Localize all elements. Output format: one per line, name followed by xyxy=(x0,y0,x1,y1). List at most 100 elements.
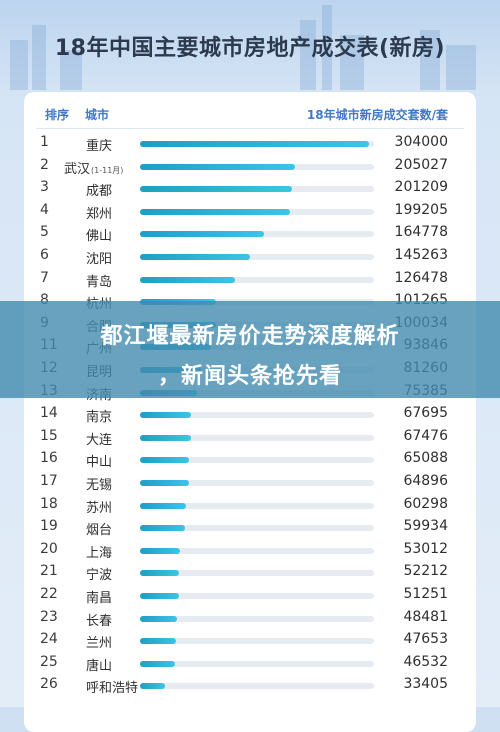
city-label: 长春 xyxy=(86,610,112,629)
value-label: 126478 xyxy=(394,269,448,286)
city-label: 武汉(1-11月) xyxy=(64,158,123,177)
value-label: 201209 xyxy=(394,179,448,196)
city-label: 佛山 xyxy=(86,225,112,244)
rank-label: 16 xyxy=(40,450,58,467)
city-label: 青岛 xyxy=(86,271,112,290)
chart-title: 18年中国主要城市房地产成交表(新房) xyxy=(54,36,446,61)
value-label: 48481 xyxy=(403,608,448,625)
value-label: 205027 xyxy=(394,156,448,173)
bar-track xyxy=(140,254,374,260)
bar xyxy=(140,208,291,215)
table-row: 25 唐山 46532 xyxy=(0,653,500,675)
value-label: 51251 xyxy=(403,586,448,602)
city-name: 郑州 xyxy=(86,206,113,222)
rank-label: 14 xyxy=(40,405,58,422)
table-row: 17 无锡 64896 xyxy=(0,472,500,494)
rank-label: 6 xyxy=(40,247,49,263)
value-label: 145263 xyxy=(394,247,448,263)
bar-track xyxy=(140,570,374,577)
value-label: 53012 xyxy=(403,540,448,557)
bar xyxy=(140,276,236,283)
table-row: 23 长春 48481 xyxy=(0,608,500,630)
bar-track xyxy=(140,480,374,486)
city-label: 苏州 xyxy=(86,497,112,516)
headline-line-2: ，新闻头条抢先看 xyxy=(157,364,342,389)
table-row: 21 宁波 52212 xyxy=(0,562,500,584)
bar-track xyxy=(140,660,374,667)
table-row: 5 佛山 164778 xyxy=(0,223,500,245)
rank-label: 22 xyxy=(40,586,58,602)
table-row: 1 重庆 304000 xyxy=(0,133,500,155)
rank-label: 4 xyxy=(40,201,49,218)
city-name: 大连 xyxy=(86,432,113,448)
rank-label: 23 xyxy=(40,608,58,625)
rank-label: 15 xyxy=(40,427,58,444)
table-row: 20 上海 53012 xyxy=(0,540,500,562)
bar-track xyxy=(140,141,374,147)
table-row: 6 沈阳 145263 xyxy=(0,246,500,268)
city-label: 呼和浩特 xyxy=(86,677,138,696)
city-label: 中山 xyxy=(86,451,112,470)
bar xyxy=(140,570,180,577)
city-name: 沈阳 xyxy=(86,252,113,267)
city-label: 宁波 xyxy=(86,564,112,583)
value-label: 304000 xyxy=(394,134,448,150)
table-row: 4 郑州 199205 xyxy=(0,201,500,223)
city-label: 南京 xyxy=(86,406,112,425)
city-name: 呼和浩特 xyxy=(86,681,139,697)
city-name: 无锡 xyxy=(86,478,113,493)
rank-label: 24 xyxy=(40,631,58,648)
header-divider xyxy=(36,128,464,129)
bar xyxy=(140,502,186,509)
rank-label: 1 xyxy=(40,134,49,150)
value-label: 64896 xyxy=(403,473,448,489)
value-label: 67695 xyxy=(403,405,448,422)
city-label: 沈阳 xyxy=(86,248,112,267)
table-row: 22 南昌 51251 xyxy=(0,585,500,607)
city-label: 兰州 xyxy=(86,632,112,651)
header-value: 18年城市新房成交套数/套 xyxy=(306,108,448,122)
table-row: 15 大连 67476 xyxy=(0,427,500,449)
city-label: 南昌 xyxy=(86,587,112,606)
rank-label: 26 xyxy=(40,676,58,693)
city-label: 无锡 xyxy=(86,474,112,493)
city-name: 烟台 xyxy=(86,523,113,539)
bar-track xyxy=(140,231,374,238)
bar xyxy=(140,660,176,667)
city-name: 长春 xyxy=(86,613,113,629)
bar xyxy=(140,434,191,441)
value-label: 60298 xyxy=(403,495,448,512)
value-label: 59934 xyxy=(403,518,448,535)
value-label: 52212 xyxy=(403,563,448,580)
rank-label: 5 xyxy=(40,224,49,241)
city-name: 唐山 xyxy=(86,658,113,674)
city-label: 唐山 xyxy=(86,655,112,674)
bar-track xyxy=(140,163,374,170)
city-label: 重庆 xyxy=(86,135,112,154)
bar xyxy=(140,457,190,464)
bar xyxy=(140,254,250,260)
city-label: 成都 xyxy=(86,180,112,199)
value-label: 33405 xyxy=(403,676,448,693)
bar-track xyxy=(140,638,374,645)
table-row: 3 成都 201209 xyxy=(0,178,500,200)
table-row: 16 中山 65088 xyxy=(0,449,500,471)
table-row: 18 苏州 60298 xyxy=(0,495,500,517)
bar xyxy=(140,593,179,599)
city-name: 中山 xyxy=(86,455,113,471)
bar-track xyxy=(140,502,374,509)
rank-label: 21 xyxy=(40,563,58,580)
rank-label: 25 xyxy=(40,653,58,670)
city-name: 南昌 xyxy=(86,591,113,606)
header-city: 城市 xyxy=(85,108,110,122)
city-name: 上海 xyxy=(86,545,113,561)
city-name: 宁波 xyxy=(86,568,113,584)
city-label: 郑州 xyxy=(86,203,112,222)
period-note: (1-11月) xyxy=(91,165,124,175)
table-row: 7 青岛 126478 xyxy=(0,269,500,291)
rank-label: 17 xyxy=(40,473,58,489)
value-label: 46532 xyxy=(403,653,448,670)
table-row: 2 武汉(1-11月) 205027 xyxy=(0,156,500,178)
city-label: 烟台 xyxy=(86,519,112,538)
bar xyxy=(140,615,177,622)
